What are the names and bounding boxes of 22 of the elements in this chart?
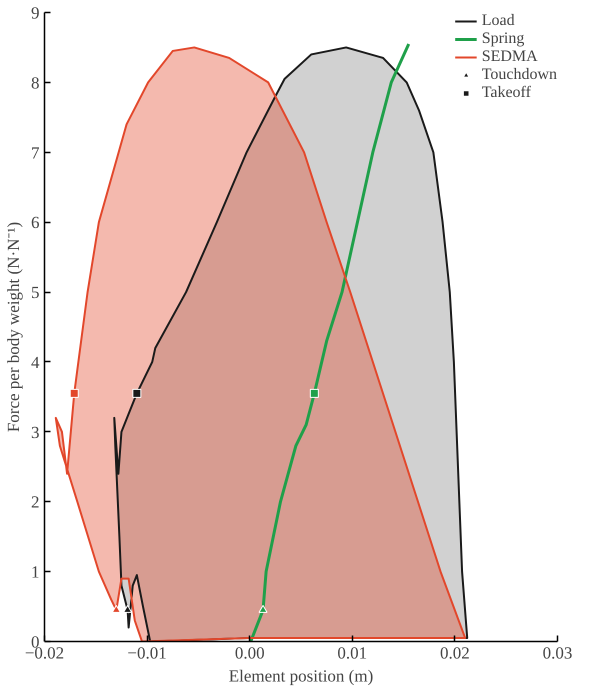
y-tick-label: 5 — [31, 283, 40, 302]
legend-label: SEDMA — [482, 48, 538, 66]
x-tick-label: 0.01 — [337, 644, 368, 662]
legend-label: Load — [482, 12, 515, 30]
legend-label: Touchdown — [482, 66, 557, 84]
x-tick-label: 0.03 — [542, 644, 572, 662]
y-tick-label: 6 — [31, 213, 40, 232]
y-axis-title: Force per body weight (N·N⁻¹) — [4, 222, 23, 432]
y-tick-label: 8 — [31, 73, 40, 92]
legend-label: Spring — [482, 30, 524, 48]
y-tick-label: 1 — [31, 562, 40, 582]
x-axis-title: Element position (m) — [228, 666, 374, 686]
y-tick-label: 7 — [31, 143, 40, 162]
y-tick-label: 2 — [31, 492, 40, 512]
x-tick-label: 0.02 — [440, 644, 470, 662]
x-tick-label: 0.00 — [234, 644, 265, 662]
y-tick-label: 9 — [31, 4, 40, 22]
legend-label: Takeoff — [482, 84, 531, 102]
line-series — [249, 42, 410, 642]
x-tick-label: −0.01 — [127, 644, 167, 662]
y-tick-label: 3 — [31, 422, 40, 442]
y-tick-label: 4 — [31, 352, 40, 372]
